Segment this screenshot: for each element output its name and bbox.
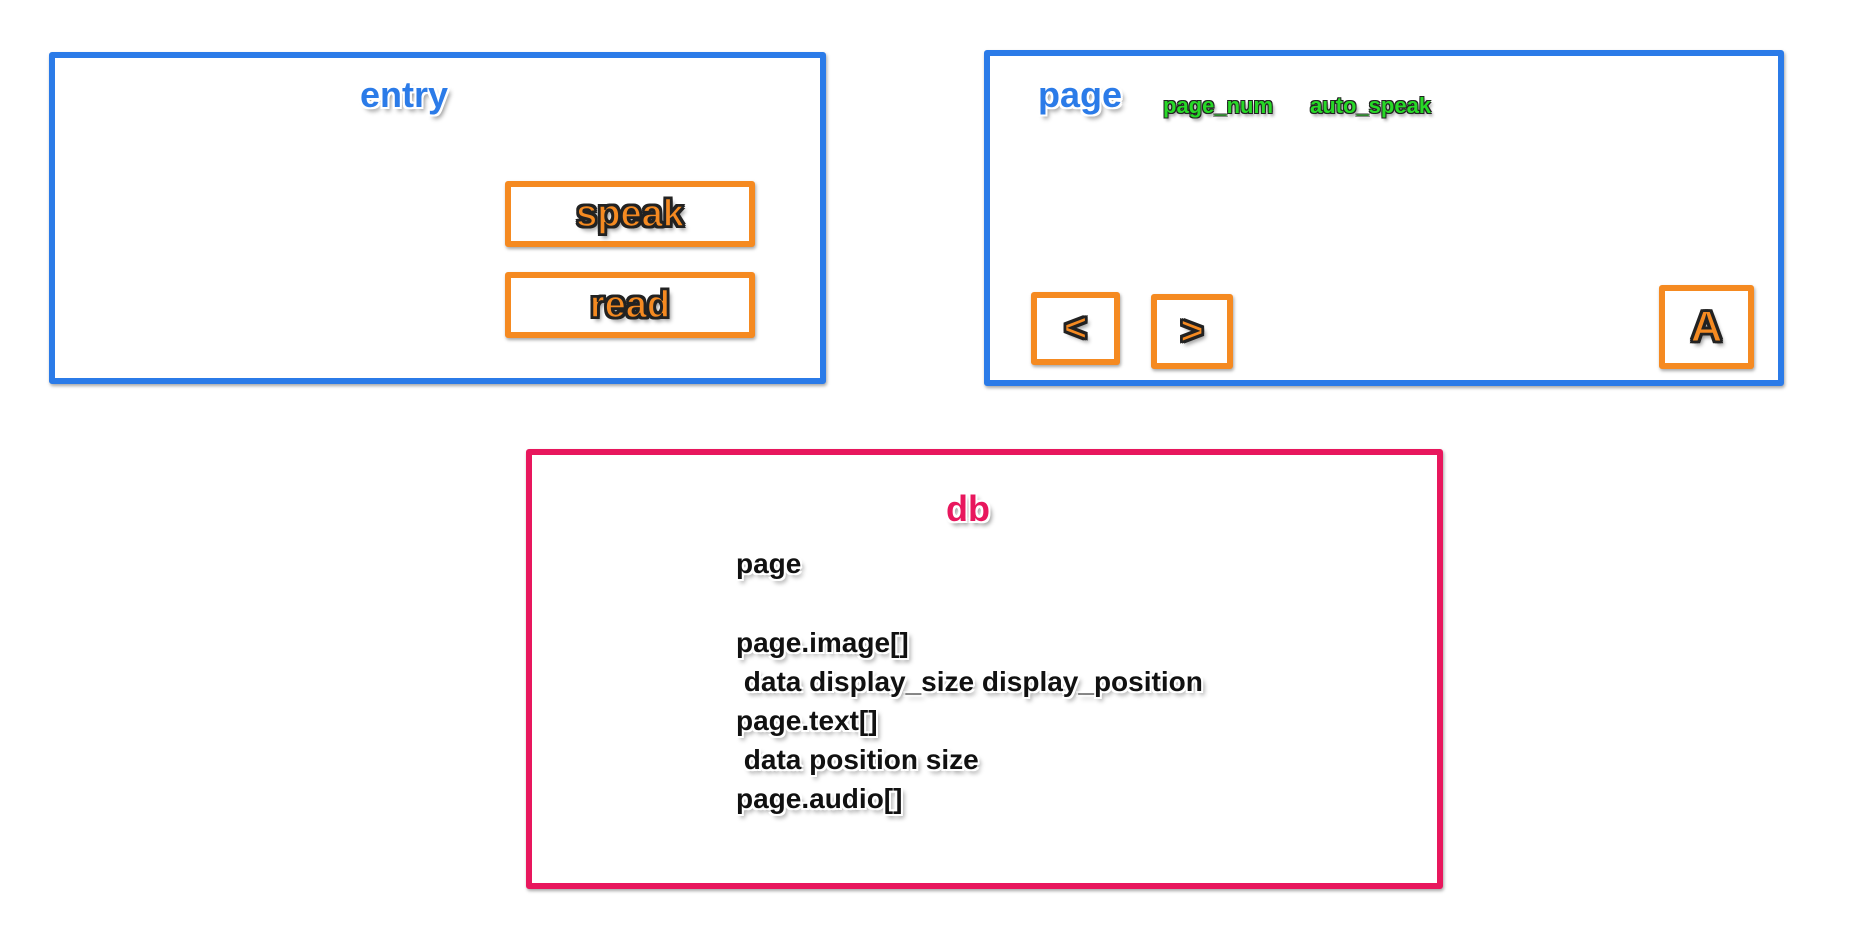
db-line-image-fields: data display_size display_position [736,666,1203,697]
speak-button[interactable]: speak [505,181,755,247]
read-button[interactable]: read [505,272,755,338]
auto-speak-tag: auto_speak [1310,93,1432,118]
page-title: page [1038,74,1123,115]
db-title: db [946,488,990,529]
speak-button-label: speak [575,192,684,236]
chevron-left-icon: < [1063,305,1088,351]
font-letter-icon: A [1690,301,1723,352]
next-page-button[interactable]: > [1151,294,1233,369]
page-num-tag: page_num [1163,93,1274,118]
db-line-page-image: page.image[] [736,627,909,658]
db-line-page-audio: page.audio[] [736,783,903,814]
previous-page-button[interactable]: < [1031,292,1120,365]
chevron-right-icon: > [1180,308,1205,354]
db-panel [526,449,1443,889]
font-size-button[interactable]: A [1659,285,1754,369]
db-line-page-text: page.text[] [736,705,878,736]
db-line-text-fields: data position size [736,744,979,775]
db-line-page: page [736,548,802,579]
entry-title: entry [360,74,449,115]
read-button-label: read [589,283,671,327]
